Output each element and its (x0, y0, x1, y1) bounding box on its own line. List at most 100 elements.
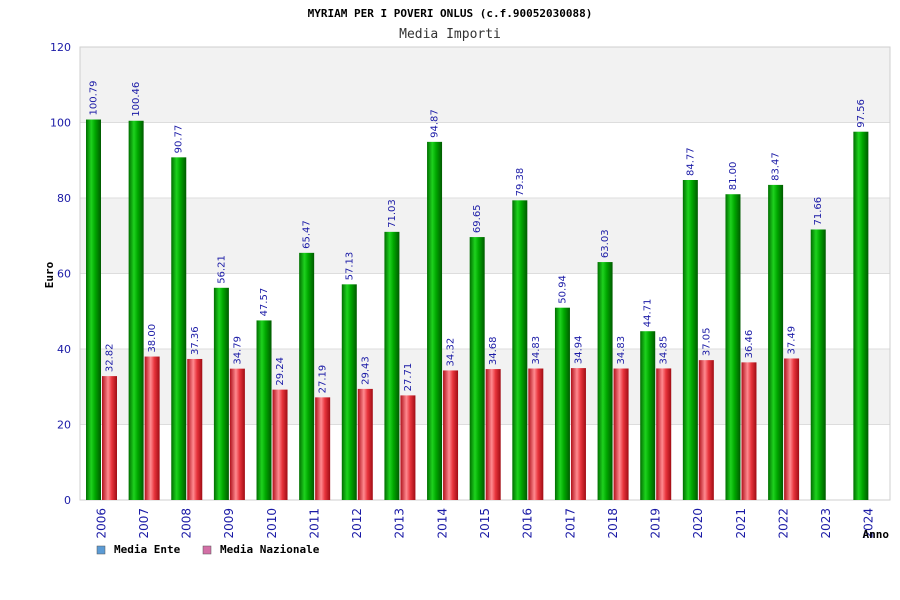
data-label-media-ente-2016: 79.38 (515, 168, 526, 197)
x-tick-label-2014: 2014 (435, 508, 449, 539)
y-axis: 0 20 40 60 80 100 120 (50, 41, 71, 507)
data-label-media-nazionale-2010: 29.24 (275, 357, 286, 386)
x-tick-label-2018: 2018 (606, 508, 620, 539)
x-tick-label-2020: 2020 (691, 508, 705, 539)
bar-media-ente-2023 (810, 229, 826, 500)
bar-media-nazionale-2014 (443, 370, 459, 500)
data-label-media-ente-2015: 69.65 (472, 204, 483, 233)
bar-media-ente-2006 (86, 119, 101, 500)
x-tick-label-2012: 2012 (350, 508, 364, 539)
bar-media-nazionale-2019 (656, 368, 672, 500)
bar-media-nazionale-2013 (400, 395, 416, 500)
bar-media-ente-2007 (128, 120, 144, 501)
data-label-media-ente-2018: 63.03 (600, 229, 611, 258)
bar-media-ente-2008 (171, 157, 187, 500)
x-tick-label-2017: 2017 (563, 508, 577, 539)
data-label-media-ente-2023: 71.66 (813, 197, 824, 226)
data-label-media-ente-2022: 83.47 (771, 152, 782, 181)
grid (79, 46, 891, 501)
data-label-media-nazionale-2014: 34.32 (446, 338, 457, 367)
bar-media-ente-2022 (768, 184, 784, 500)
y-tick-label: 40 (57, 343, 71, 356)
chart-subtitle: Media Importi (399, 27, 501, 42)
data-label-media-nazionale-2013: 27.71 (403, 363, 414, 392)
grid-band (80, 47, 890, 123)
bar-media-ente-2010 (256, 320, 272, 500)
x-axis-label: Anno (863, 528, 890, 541)
bar-media-nazionale-2007 (144, 356, 160, 500)
y-tick-label: 60 (57, 268, 71, 281)
data-label-media-nazionale-2012: 29.43 (360, 356, 371, 385)
bar-media-ente-2024 (853, 131, 869, 500)
data-label-media-nazionale-2011: 27.19 (318, 365, 329, 394)
x-tick-label-2019: 2019 (649, 508, 663, 539)
bar-media-nazionale-2015 (485, 369, 501, 500)
x-tick-label-2022: 2022 (776, 508, 790, 539)
bar-media-nazionale-2011 (315, 397, 331, 500)
data-label-media-ente-2020: 84.77 (685, 147, 696, 176)
data-label-media-nazionale-2008: 37.36 (190, 326, 201, 355)
grid-band (80, 122, 890, 198)
x-tick-label-2007: 2007 (137, 508, 151, 539)
data-label-media-ente-2010: 47.57 (259, 288, 270, 317)
chart-title: MYRIAM PER I POVERI ONLUS (c.f.900520300… (308, 7, 593, 20)
bar-media-nazionale-2008 (187, 358, 203, 500)
bar-media-nazionale-2017 (570, 368, 586, 500)
x-tick-label-2008: 2008 (180, 508, 194, 539)
data-label-media-ente-2013: 71.03 (387, 199, 398, 228)
data-label-media-nazionale-2015: 34.68 (488, 336, 499, 365)
x-tick-label-2009: 2009 (222, 508, 236, 539)
data-label-media-nazionale-2019: 34.85 (659, 336, 670, 365)
data-label-media-ente-2006: 100.79 (89, 81, 100, 116)
bar-media-ente-2018 (597, 262, 613, 500)
bars (86, 119, 869, 501)
data-labels: 100.79 32.82 100.46 38.00 90.77 37.36 56.21 34.… (89, 81, 867, 394)
data-label-media-nazionale-2016: 34.83 (531, 336, 542, 365)
legend: Media Ente Media Nazionale (96, 543, 320, 556)
bar-media-nazionale-2012 (357, 388, 373, 500)
y-tick-label: 80 (57, 192, 71, 205)
data-label-media-ente-2021: 81.00 (728, 162, 739, 191)
x-tick-label-2006: 2006 (94, 508, 108, 539)
bar-media-ente-2011 (299, 252, 315, 500)
bar-media-ente-2013 (384, 231, 400, 500)
x-tick-label-2013: 2013 (393, 508, 407, 539)
x-tick-label-2011: 2011 (307, 508, 321, 539)
data-label-media-ente-2007: 100.46 (131, 82, 142, 117)
data-label-media-nazionale-2018: 34.83 (616, 336, 627, 365)
bar-media-ente-2015 (469, 237, 485, 501)
bar-media-nazionale-2010 (272, 389, 288, 500)
x-tick-label-2021: 2021 (734, 508, 748, 539)
bar-media-ente-2016 (512, 200, 528, 500)
data-label-media-nazionale-2020: 37.05 (701, 327, 712, 356)
data-label-media-ente-2011: 65.47 (302, 220, 313, 249)
data-label-media-ente-2019: 44.71 (643, 299, 654, 328)
bar-media-nazionale-2009 (229, 368, 245, 500)
y-tick-label: 100 (50, 117, 71, 130)
bar-media-ente-2014 (427, 141, 443, 500)
data-label-media-ente-2009: 56.21 (216, 255, 227, 284)
bar-media-ente-2019 (640, 331, 656, 500)
x-tick-label-2016: 2016 (521, 508, 535, 539)
data-label-media-ente-2024: 97.56 (856, 99, 867, 128)
plot-frame (79, 46, 891, 501)
data-label-media-nazionale-2017: 34.94 (573, 335, 584, 364)
data-label-media-nazionale-2006: 32.82 (105, 343, 116, 372)
x-tick-label-2024: 2024 (862, 508, 876, 539)
legend-swatch-media-ente (96, 545, 106, 555)
data-label-media-nazionale-2022: 37.49 (787, 326, 798, 355)
bar-media-nazionale-2021 (741, 362, 757, 500)
legend-label-media-ente: Media Ente (114, 543, 181, 556)
y-axis-label: Euro (43, 261, 56, 288)
legend-label-media-nazionale: Media Nazionale (220, 543, 320, 556)
bar-media-nazionale-2006 (102, 376, 117, 500)
bar-media-ente-2021 (725, 194, 741, 500)
bar-media-ente-2020 (682, 179, 698, 500)
bar-media-ente-2009 (213, 287, 229, 500)
bar-media-nazionale-2016 (528, 368, 544, 500)
x-tick-label-2015: 2015 (478, 508, 492, 539)
y-tick-label: 20 (57, 419, 71, 432)
data-label-media-ente-2014: 94.87 (430, 109, 441, 138)
bar-media-nazionale-2022 (784, 358, 800, 500)
data-label-media-ente-2008: 90.77 (174, 125, 185, 154)
